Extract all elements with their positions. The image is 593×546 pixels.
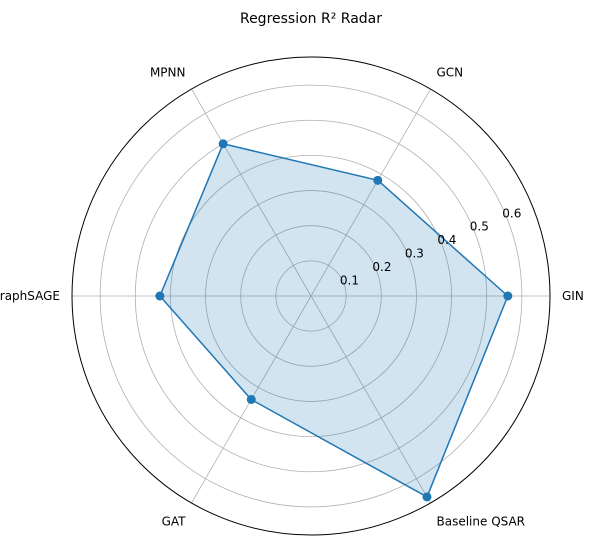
data-point [246, 394, 256, 404]
data-point [373, 175, 383, 185]
polar-frame [71, 56, 551, 536]
grid-spoke [310, 88, 431, 297]
category-label: Baseline QSAR [437, 514, 526, 528]
r-tick-label: 0.6 [502, 206, 521, 220]
data-point [422, 492, 432, 502]
grid-spoke [310, 295, 431, 504]
data-point [503, 291, 513, 301]
data-point [155, 291, 165, 301]
category-label: GCN [437, 66, 464, 80]
category-label: GraphSAGE [0, 289, 60, 303]
grid-spoke [191, 88, 312, 297]
data-point [218, 139, 228, 149]
r-tick-label: 0.1 [340, 274, 359, 288]
r-tick-label: 0.5 [470, 220, 489, 234]
category-label: MPNN [150, 66, 186, 80]
data-layer [155, 139, 513, 502]
category-label: GIN [562, 289, 584, 303]
label-layer: 0.1 0.2 0.3 0.4 0.5 0.6 GIN GCN MPNN GraphSAGE GAT… [0, 66, 584, 529]
r-tick-label: 0.4 [437, 233, 456, 247]
chart-title: Regression R² Radar [240, 11, 382, 27]
r-tick-label: 0.3 [405, 247, 424, 261]
r-tick-label: 0.2 [372, 260, 391, 274]
category-label: GAT [162, 514, 187, 528]
series-area [159, 143, 508, 497]
